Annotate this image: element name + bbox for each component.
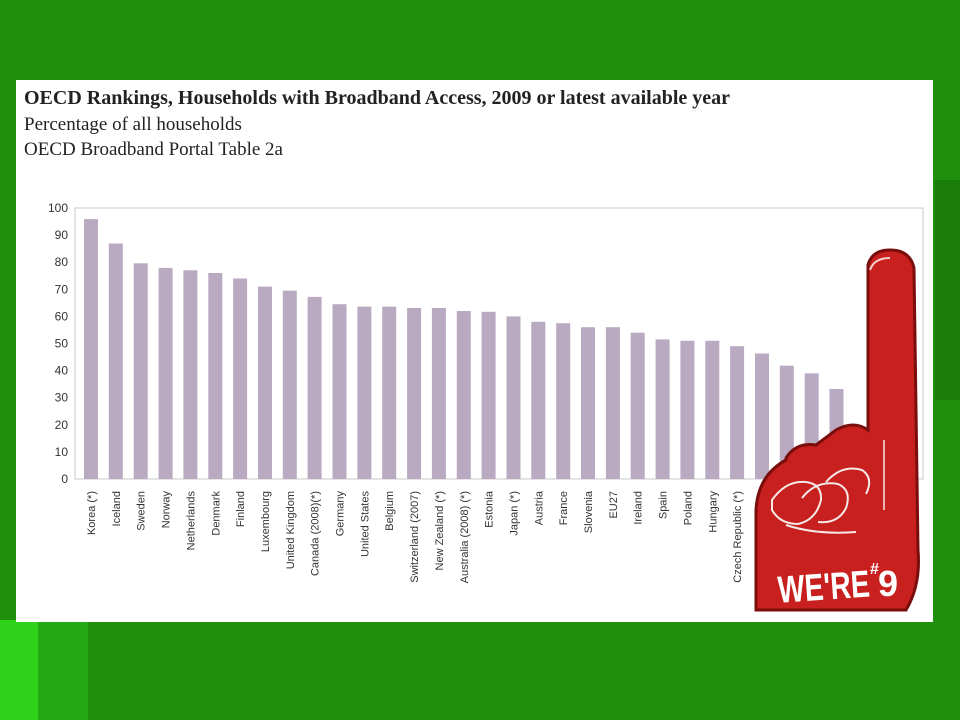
background-accent-left — [0, 620, 38, 720]
bar — [556, 323, 571, 479]
x-axis: Korea (*) Iceland Sweden Norway Netherlands D… — [86, 490, 744, 583]
y-tick-label: 20 — [55, 418, 69, 432]
bar — [357, 306, 372, 479]
x-tick-label: Denmark — [210, 491, 222, 536]
bar — [605, 327, 620, 479]
bar — [108, 243, 123, 479]
x-tick-label: Belgium — [384, 491, 396, 531]
chart-subtitle: Percentage of all households — [24, 114, 242, 135]
y-tick-label: 100 — [48, 201, 68, 215]
x-tick-label: EU27 — [608, 491, 620, 519]
x-tick-label: New Zealand (*) — [434, 491, 446, 570]
bar — [481, 311, 496, 479]
x-tick-label: Luxembourg — [260, 491, 272, 552]
y-tick-label: 80 — [55, 255, 69, 269]
chart-title: OECD Rankings, Households with Broadband… — [24, 87, 731, 109]
chart-panel: OECD Rankings, Households with Broadband… — [16, 80, 933, 622]
y-tick-label: 0 — [61, 472, 68, 486]
x-tick-label: Netherlands — [185, 491, 197, 551]
bar — [307, 296, 322, 479]
y-tick-label: 40 — [55, 364, 69, 378]
bar-chart: 0 10 20 30 40 50 60 70 80 90 100 Korea (*) Iceland S… — [48, 201, 924, 612]
foam-finger-icon — [754, 248, 920, 612]
x-tick-label: Germany — [335, 491, 347, 537]
bar — [133, 263, 148, 479]
bar — [332, 304, 347, 479]
bar — [655, 339, 670, 479]
x-tick-label: Estonia — [484, 490, 496, 528]
x-tick-label: Slovenia — [583, 490, 595, 533]
bar — [755, 353, 769, 479]
y-tick-label: 10 — [55, 445, 69, 459]
bar — [282, 290, 297, 479]
bar — [208, 273, 223, 479]
bar — [730, 346, 745, 479]
bar — [431, 308, 446, 479]
y-tick-label: 90 — [55, 228, 69, 242]
y-tick-label: 50 — [55, 337, 69, 351]
bar — [506, 316, 521, 479]
background-accent-right — [935, 180, 960, 400]
bar — [258, 286, 272, 479]
bar — [581, 327, 595, 479]
x-tick-label: Norway — [161, 491, 173, 529]
x-tick-label: Czech Republic (*) — [732, 491, 744, 583]
bar — [531, 321, 546, 479]
y-tick-label: 70 — [55, 282, 69, 296]
x-tick-label: Ireland — [633, 491, 645, 525]
y-tick-label: 60 — [55, 309, 69, 323]
x-tick-label: Switzerland (2007) — [409, 491, 421, 583]
bar — [456, 311, 471, 479]
chart-heading: OECD Rankings, Households with Broadband… — [24, 85, 730, 162]
x-tick-label: Canada (2008)(*) — [310, 491, 322, 576]
bar-series — [84, 219, 844, 479]
x-tick-label: Sweden — [136, 491, 148, 531]
bar — [407, 308, 422, 479]
x-tick-label: Japan (*) — [508, 491, 520, 536]
x-tick-label: Australia (2008) (*) — [459, 491, 471, 583]
bar — [183, 270, 198, 479]
x-tick-label: United Kingdom — [285, 491, 297, 569]
x-tick-label: Spain — [658, 491, 670, 519]
chart-source: OECD Broadband Portal Table 2a — [24, 139, 283, 160]
x-tick-label: Iceland — [111, 491, 123, 526]
bar — [84, 219, 98, 479]
x-tick-label: Poland — [682, 491, 694, 525]
x-tick-label: Korea (*) — [86, 491, 98, 535]
plot-area-frame — [74, 207, 924, 480]
x-tick-label: Austria — [533, 490, 545, 525]
bar — [382, 306, 397, 479]
x-tick-label: Finland — [235, 491, 247, 527]
x-tick-label: Hungary — [707, 491, 719, 533]
bar — [680, 340, 695, 479]
bar — [233, 278, 248, 479]
bar — [630, 332, 645, 479]
bar — [705, 340, 720, 479]
y-axis: 0 10 20 30 40 50 60 70 80 90 100 — [48, 201, 68, 486]
y-tick-label: 30 — [55, 391, 69, 405]
background-accent-left-inner — [38, 620, 88, 720]
x-tick-label: France — [558, 491, 570, 525]
x-tick-label: United States — [359, 491, 371, 558]
bar — [158, 267, 173, 479]
